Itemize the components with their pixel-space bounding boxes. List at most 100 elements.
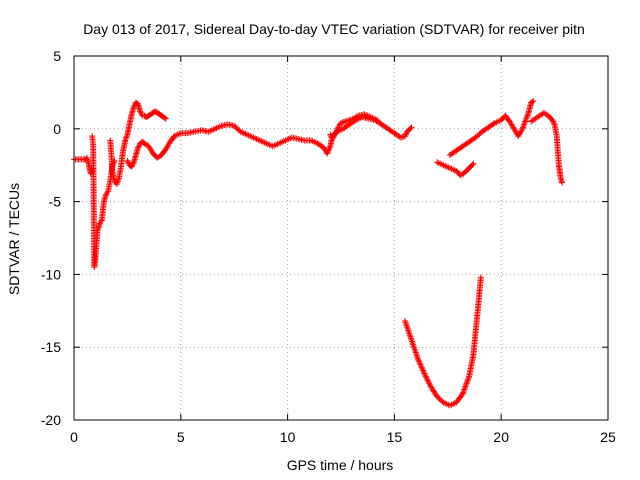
y-axis-label: SDTVAR / TECUs xyxy=(6,183,22,295)
plot-frame xyxy=(73,55,609,421)
x-tick-label: 5 xyxy=(177,429,185,445)
data-point xyxy=(559,179,566,186)
data-point xyxy=(123,134,130,141)
data-point xyxy=(135,143,142,150)
data-point xyxy=(115,176,122,183)
data-point xyxy=(122,135,129,142)
data-point xyxy=(138,111,145,118)
data-point xyxy=(130,103,137,110)
data-point xyxy=(529,98,536,105)
y-tick-label: 5 xyxy=(53,48,61,64)
data-point xyxy=(333,127,340,134)
data-point xyxy=(521,121,528,128)
x-tick-label: 15 xyxy=(387,429,403,445)
data-point xyxy=(518,127,525,134)
data-point xyxy=(124,157,131,164)
data-point xyxy=(415,357,422,364)
x-tick-labels: 0 5 10 15 20 25 xyxy=(70,429,616,445)
data-point xyxy=(420,368,427,375)
y-tick-label: -20 xyxy=(41,412,61,428)
data-point xyxy=(523,114,530,121)
data-point xyxy=(520,124,527,131)
data-point xyxy=(419,366,426,373)
data-point xyxy=(95,226,102,233)
data-point xyxy=(426,380,433,387)
data-point xyxy=(129,162,136,169)
data-point xyxy=(137,108,144,115)
data-point xyxy=(135,144,142,151)
data-point xyxy=(162,115,169,122)
data-point xyxy=(465,376,472,383)
data-point xyxy=(402,133,409,140)
y-tick-label: -10 xyxy=(41,266,61,282)
data-point xyxy=(414,355,421,362)
data-point xyxy=(122,137,129,144)
data-point xyxy=(549,117,556,124)
data-point xyxy=(83,154,90,161)
data-point xyxy=(421,370,428,377)
y-tick-label: 0 xyxy=(53,121,61,137)
data-point xyxy=(558,176,565,183)
data-point xyxy=(326,144,333,151)
data-point xyxy=(525,109,532,116)
data-point xyxy=(460,387,467,394)
data-point xyxy=(523,115,530,122)
data-point xyxy=(470,160,477,167)
data-point xyxy=(130,160,137,167)
data-point xyxy=(84,156,91,163)
data-point xyxy=(461,386,468,393)
data-point xyxy=(114,179,121,186)
data-point xyxy=(459,390,466,397)
data-point xyxy=(324,150,331,157)
data-point xyxy=(333,128,340,135)
y-tick-label: -15 xyxy=(41,339,61,355)
data-point xyxy=(462,382,469,389)
data-point xyxy=(521,119,528,126)
data-point xyxy=(520,122,527,129)
x-tick-label: 20 xyxy=(493,429,509,445)
data-point xyxy=(422,371,429,378)
data-point xyxy=(423,374,430,381)
data-points xyxy=(71,98,566,409)
y-tick-labels: -20 -15 -10 -5 0 5 xyxy=(41,48,61,428)
data-point xyxy=(550,119,557,126)
data-point xyxy=(416,360,423,367)
x-tick-label: 25 xyxy=(600,429,616,445)
data-point xyxy=(519,125,526,132)
data-point xyxy=(558,178,565,185)
data-point xyxy=(524,112,531,119)
data-point xyxy=(418,363,425,370)
data-point xyxy=(416,358,423,365)
data-point xyxy=(326,146,333,153)
data-point xyxy=(407,125,414,132)
data-point xyxy=(324,149,331,156)
x-tick-label: 10 xyxy=(280,429,296,445)
data-point xyxy=(458,392,465,399)
data-point xyxy=(408,124,415,131)
data-point xyxy=(424,376,431,383)
data-point xyxy=(128,163,135,170)
data-point xyxy=(420,367,427,374)
data-point xyxy=(113,181,120,188)
data-point xyxy=(530,98,537,105)
data-point xyxy=(125,159,132,166)
x-tick-label: 0 xyxy=(70,429,78,445)
data-point xyxy=(463,380,470,387)
data-point xyxy=(461,384,468,391)
data-point xyxy=(425,379,432,386)
chart-title: Day 013 of 2017, Sidereal Day-to-day VTE… xyxy=(83,21,585,37)
data-point xyxy=(114,178,121,185)
data-point xyxy=(460,389,467,396)
data-point xyxy=(137,109,144,116)
data-point xyxy=(402,131,409,138)
data-point xyxy=(418,364,425,371)
data-point xyxy=(550,118,557,125)
data-point xyxy=(424,377,431,384)
data-point xyxy=(374,117,381,124)
data-point xyxy=(524,111,531,118)
data-point xyxy=(469,161,476,168)
data-point xyxy=(522,117,529,124)
data-point xyxy=(104,189,111,196)
data-point xyxy=(353,113,360,120)
data-point xyxy=(417,361,424,368)
